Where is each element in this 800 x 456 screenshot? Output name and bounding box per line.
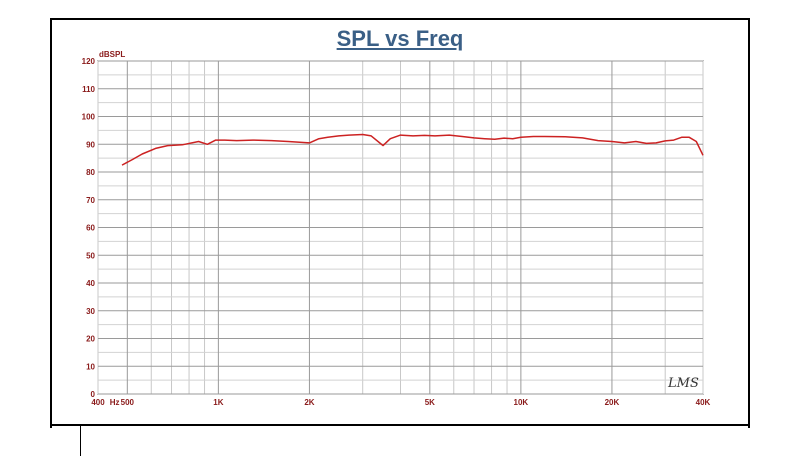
x-axis-unit-label: Hz: [110, 398, 120, 407]
series-line: [121, 133, 704, 166]
y-axis-unit-label: dBSPL: [99, 50, 125, 59]
y-tick-label: 70: [86, 196, 95, 205]
x-tick-label: 10K: [514, 398, 529, 407]
y-tick-label: 120: [82, 57, 96, 66]
y-tick-label: 90: [86, 140, 95, 149]
y-tick-label: 60: [86, 224, 95, 233]
y-tick-label: 40: [86, 279, 95, 288]
y-tick-label: 50: [86, 251, 95, 260]
x-tick-label: 40K: [696, 398, 711, 407]
x-axis-labels: 400 500 1K 2K 5K 10K 20K 40K Hz: [91, 398, 710, 407]
y-tick-label: 100: [82, 113, 96, 122]
y-tick-label: 20: [86, 335, 95, 344]
frame-bottom-line: [50, 424, 750, 426]
y-tick-label: 0: [91, 390, 96, 399]
watermark-logo: LMS: [667, 376, 699, 391]
series-group: [121, 133, 704, 166]
x-tick-label: 20K: [605, 398, 620, 407]
y-tick-label: 30: [86, 307, 95, 316]
y-axis-labels: 0 10 20 30 40 50 60 70 80 90 100 110 120: [82, 57, 96, 399]
y-tick-label: 10: [86, 362, 95, 371]
x-tick-label: 5K: [425, 398, 435, 407]
y-tick-label: 110: [82, 85, 95, 94]
x-tick-label: 1K: [213, 398, 223, 407]
frame-tick: [80, 424, 81, 456]
major-gridlines: [98, 60, 703, 395]
chart-title: SPL vs Freq: [336, 26, 464, 51]
x-tick-label: 400: [91, 398, 105, 407]
x-tick-label: 500: [121, 398, 135, 407]
x-tick-label: 2K: [304, 398, 314, 407]
y-tick-label: 80: [86, 168, 95, 177]
